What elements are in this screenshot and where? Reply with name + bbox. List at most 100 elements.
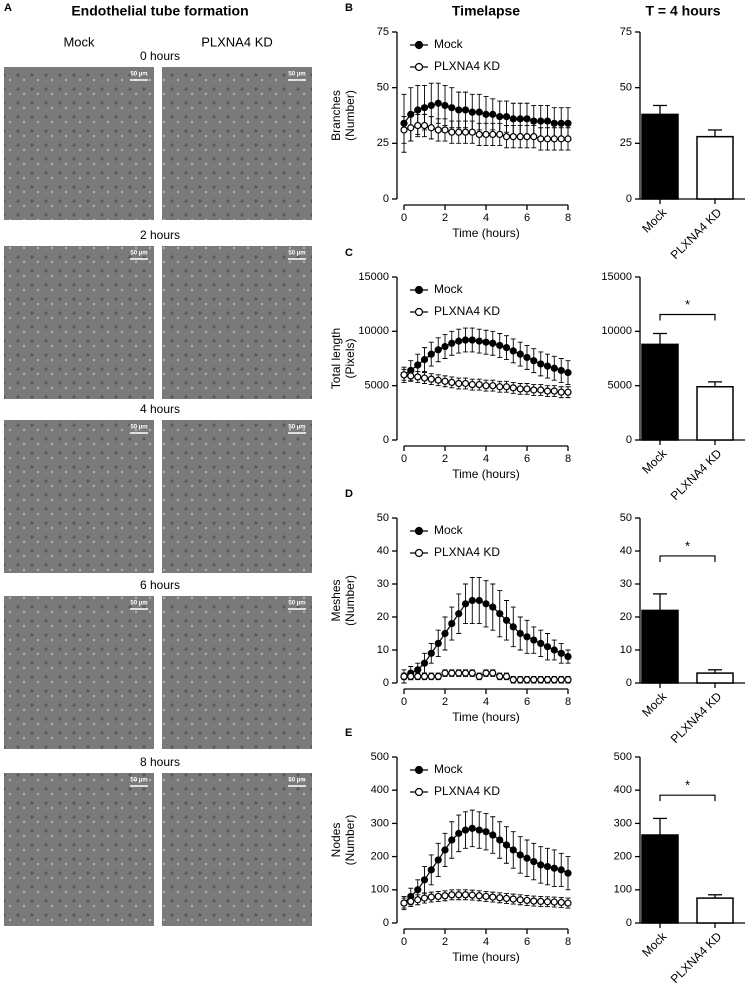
row-heading: 6 hours [140,578,180,592]
x-axis-title: Time (hours) [452,950,520,964]
marker [557,898,565,907]
marker [482,338,490,346]
marker [475,672,483,681]
x-tick-label: 2 [442,212,448,224]
marker [557,366,565,375]
x-tick-label: 0 [401,453,407,465]
panel-label: C [345,247,353,259]
marker [496,113,504,121]
legend-marker [414,285,424,295]
marker [461,336,470,344]
marker [461,379,470,388]
marker [509,895,517,903]
marker [475,130,483,139]
panel-label: B [345,2,353,14]
marker [550,135,558,143]
marker [557,388,565,396]
x-tick-label: Mock [639,929,670,960]
panel-label: A [4,2,12,14]
marker [448,104,456,112]
scale-bar-label: 50 µm [130,72,147,78]
marker [434,639,442,648]
marker [441,629,449,638]
marker [550,119,558,127]
y-tick-label: 400 [614,784,632,796]
marker [441,892,449,900]
marker [543,135,552,143]
y-tick-label: 500 [614,751,632,763]
x-tick-label: 8 [565,212,571,224]
y-axis-title: Total length [329,328,343,389]
x-tick-label: 6 [524,696,530,708]
x-tick-label: 8 [565,696,571,708]
marker [482,828,490,836]
marker [400,672,408,681]
y-tick-label: 30 [620,578,632,590]
significance-bracket [659,794,716,802]
marker [407,897,415,906]
y-tick-label: 75 [620,26,632,38]
marker [516,629,524,638]
marker [530,357,538,365]
bar [696,672,734,684]
marker [414,666,422,674]
marker [448,619,456,628]
marker [564,899,572,907]
marker [468,891,476,899]
y-tick-label: 0 [383,434,389,446]
marker [482,600,490,608]
x-tick-label: Mock [639,446,670,477]
significance-mark: * [685,778,690,793]
legend-marker [414,548,424,558]
marker [523,676,531,684]
marker [414,106,422,114]
marker [420,374,429,382]
bar [696,386,734,441]
y-tick-label: 5000 [365,380,389,392]
y-tick-label: 10 [377,644,389,656]
marker [537,897,545,906]
marker [434,672,442,681]
marker [516,115,524,123]
marker [489,130,497,139]
y-tick-label: 0 [383,677,389,689]
marker [489,110,497,118]
marker [564,652,572,661]
x-axis-title: Time (hours) [452,710,520,724]
marker [530,386,538,394]
marker [496,836,504,844]
marker [496,610,504,618]
marker [414,361,422,369]
marker [509,133,517,141]
marker [550,646,558,654]
y-tick-label: 100 [371,884,389,896]
legend-label: PLXNA4 KD [434,545,500,559]
x-tick-label: 4 [483,453,489,465]
scale-bar-label: 50 µm [130,251,147,257]
y-tick-label: 400 [371,784,389,796]
legend-marker [414,765,424,775]
x-tick-label: 0 [401,936,407,948]
y-tick-label: 0 [626,677,632,689]
marker [448,128,456,136]
y-tick-label: 40 [620,545,632,557]
marker [482,110,490,118]
marker [468,108,476,116]
marker [468,128,476,136]
x-tick-label: PLXNA4 KD [668,446,725,503]
legend-label: Mock [434,37,464,51]
marker [420,672,429,681]
legend-marker [414,787,424,797]
marker [564,369,572,377]
marker [509,846,517,854]
marker [509,623,517,631]
marker [420,659,429,667]
marker [557,649,565,657]
marker [523,896,531,905]
y-tick-label: 300 [614,817,632,829]
x-tick-label: Mock [639,689,670,720]
marker [523,385,531,393]
y-axis-title: (Pixels) [343,338,357,378]
x-tick-label: 8 [565,453,571,465]
marker [455,669,463,677]
